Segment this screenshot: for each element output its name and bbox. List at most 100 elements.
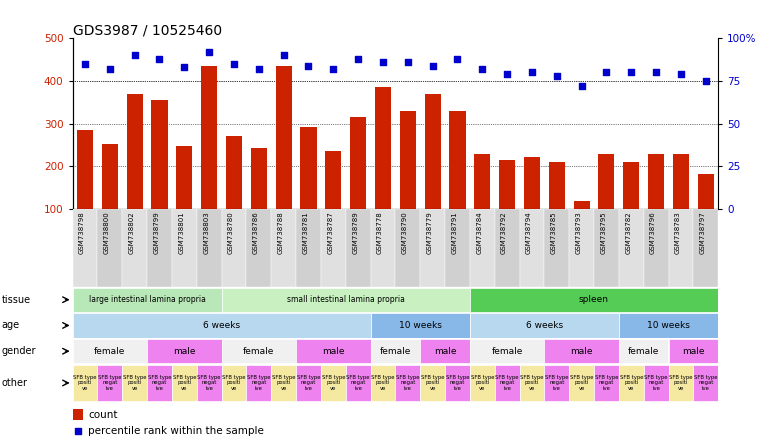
Text: SFB type
negat
ive: SFB type negat ive [98,375,121,391]
Point [203,48,215,56]
Bar [470,365,495,400]
Text: SFB type
positi
ve: SFB type positi ve [222,375,246,391]
Point [675,71,687,78]
Text: SFB type
negat
ive: SFB type negat ive [296,375,320,391]
Text: GSM738797: GSM738797 [700,211,706,254]
Bar [375,87,391,209]
Text: GSM738800: GSM738800 [104,211,110,254]
Text: male: male [322,347,345,356]
Text: female: female [243,347,274,356]
Bar [420,209,445,287]
Text: SFB type
positi
ve: SFB type positi ve [272,375,296,391]
Bar [569,209,594,287]
Text: GSM738793: GSM738793 [575,211,581,254]
Bar [524,157,540,209]
Text: male: male [173,347,196,356]
Bar [396,209,420,287]
Point [327,65,339,72]
Bar [495,365,520,400]
Point [228,60,240,67]
Text: SFB type
positi
ve: SFB type positi ve [669,375,693,391]
Bar [345,365,371,400]
Bar [222,209,246,287]
Bar [449,111,465,209]
Bar [470,288,718,312]
Point [426,62,439,69]
Text: SFB type
negat
ive: SFB type negat ive [247,375,270,391]
Bar [147,209,172,287]
Bar [201,66,217,209]
Text: SFB type
negat
ive: SFB type negat ive [594,375,618,391]
Text: GSM738796: GSM738796 [650,211,656,254]
Bar [549,162,565,209]
Text: 6 weeks: 6 weeks [203,321,240,330]
Bar [470,209,495,287]
Point [154,55,166,62]
Text: percentile rank within the sample: percentile rank within the sample [88,426,264,436]
Bar [176,146,193,209]
Text: GSM738802: GSM738802 [128,211,134,254]
Bar [420,339,470,363]
Text: SFB type
negat
ive: SFB type negat ive [197,375,221,391]
Text: SFB type
positi
ve: SFB type positi ve [123,375,147,391]
Text: GSM738778: GSM738778 [377,211,383,254]
Text: GSM738782: GSM738782 [625,211,631,254]
Text: GSM738783: GSM738783 [675,211,681,254]
Point [476,65,488,72]
Text: gender: gender [2,346,36,356]
Point [402,59,414,66]
Point [526,69,538,76]
Bar [470,339,544,363]
Bar [425,94,441,209]
Text: female: female [94,347,125,356]
Text: GSM738785: GSM738785 [551,211,557,254]
Bar [276,66,292,209]
Text: SFB type
positi
ve: SFB type positi ve [570,375,594,391]
Bar [694,365,718,400]
Text: GSM738799: GSM738799 [154,211,160,254]
Text: count: count [88,410,118,420]
Bar [350,117,366,209]
Bar [321,209,345,287]
Text: SFB type
positi
ve: SFB type positi ve [73,375,97,391]
Bar [445,209,470,287]
Bar [98,365,122,400]
Text: SFB type
negat
ive: SFB type negat ive [545,375,568,391]
Bar [594,365,619,400]
Bar [73,288,222,312]
Point [650,69,662,76]
Text: GSM738792: GSM738792 [501,211,507,254]
Bar [122,365,147,400]
Bar [251,148,267,209]
Bar [73,365,98,400]
Bar [197,209,222,287]
Text: GSM738791: GSM738791 [452,211,458,254]
Bar [345,209,371,287]
Bar [520,365,544,400]
Text: 6 weeks: 6 weeks [526,321,563,330]
Bar [400,111,416,209]
Text: GDS3987 / 10525460: GDS3987 / 10525460 [73,23,222,37]
Bar [226,136,242,209]
Bar [98,209,122,287]
Text: female: female [380,347,411,356]
Bar [300,127,316,209]
Bar [73,339,147,363]
Bar [296,339,371,363]
Text: male: male [571,347,593,356]
Bar [122,209,147,287]
Text: spleen: spleen [579,295,609,304]
Point [377,59,389,66]
Bar [668,365,694,400]
Bar [296,209,321,287]
Point [501,71,513,78]
Text: GSM738789: GSM738789 [352,211,358,254]
Text: tissue: tissue [2,295,31,305]
Bar [544,209,569,287]
Bar [643,209,668,287]
Text: SFB type
negat
ive: SFB type negat ive [147,375,171,391]
Text: female: female [491,347,523,356]
Text: SFB type
positi
ve: SFB type positi ve [421,375,445,391]
Bar [619,365,643,400]
Bar [325,151,342,209]
